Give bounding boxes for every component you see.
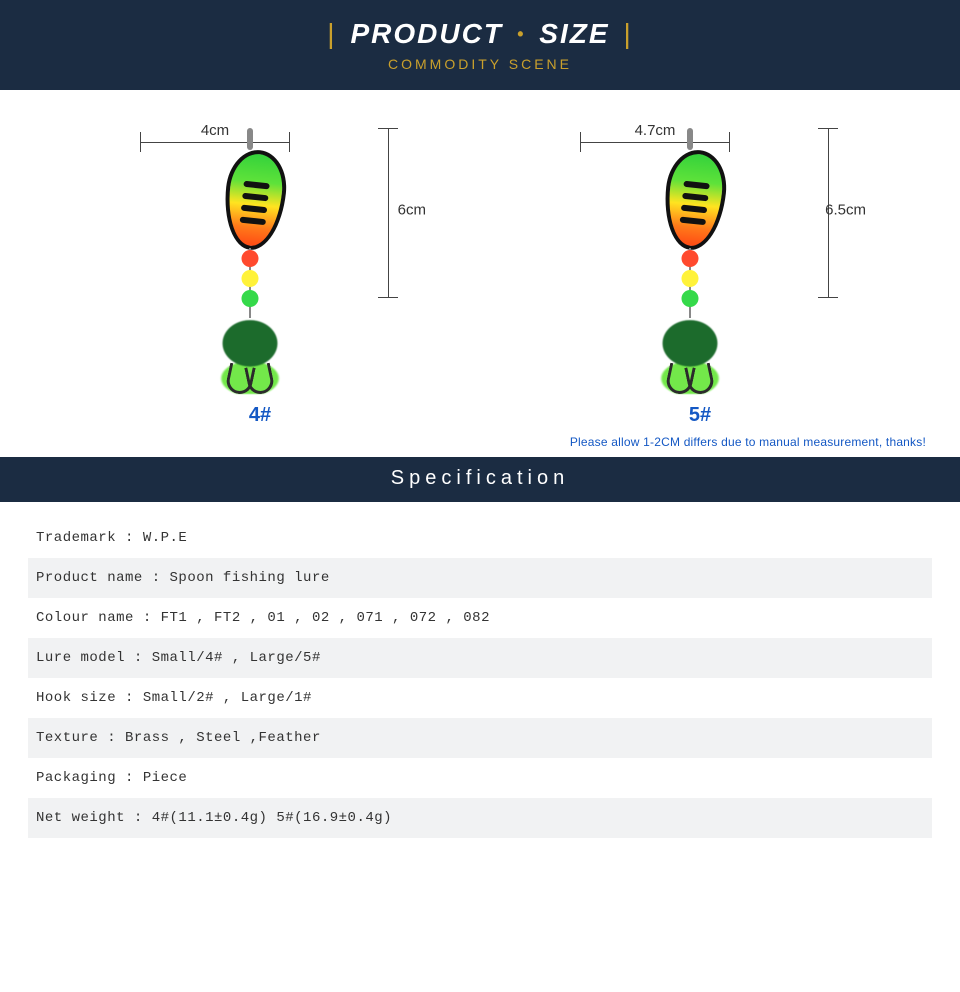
banner-title: | PRODUCT • SIZE |	[327, 18, 633, 50]
spec-list: Trademark : W.P.E Product name : Spoon f…	[0, 502, 960, 862]
spec-row: Net weight : 4#(11.1±0.4g) 5#(16.9±0.4g)	[28, 798, 932, 838]
height-dimension: 6cm	[374, 128, 398, 298]
title-bar-left: |	[327, 18, 336, 50]
figure-4: 4cm 6cm 4#	[100, 120, 420, 427]
spec-row: Hook size : Small/2# , Large/1#	[28, 678, 932, 718]
banner-subtitle: COMMODITY SCENE	[388, 56, 572, 72]
lure-illustration	[195, 128, 305, 393]
figure-5-stage: 4.7cm 6.5cm	[540, 120, 860, 400]
height-dimension: 6.5cm	[814, 128, 838, 298]
title-left: PRODUCT	[351, 18, 503, 50]
spec-row: Texture : Brass , Steel ,Feather	[28, 718, 932, 758]
spec-row: Packaging : Piece	[28, 758, 932, 798]
header-banner: | PRODUCT • SIZE | COMMODITY SCENE	[0, 0, 960, 90]
spec-row: Product name : Spoon fishing lure	[28, 558, 932, 598]
height-dim-label: 6cm	[398, 201, 426, 218]
spec-row: Colour name : FT1 , FT2 , 01 , 02 , 071 …	[28, 598, 932, 638]
figure-4-label: 4#	[100, 404, 420, 427]
figure-5: 4.7cm 6.5cm 5#	[540, 120, 860, 427]
title-right: SIZE	[539, 18, 609, 50]
height-dim-label: 6.5cm	[825, 201, 866, 218]
figure-5-label: 5#	[540, 404, 860, 427]
measurement-note: Please allow 1-2CM differs due to manual…	[0, 435, 960, 457]
lure-illustration	[635, 128, 745, 393]
spec-row: Lure model : Small/4# , Large/5#	[28, 638, 932, 678]
figure-4-stage: 4cm 6cm	[100, 120, 420, 400]
spec-row: Trademark : W.P.E	[28, 518, 932, 558]
figure-row: 4cm 6cm 4# 4.7cm 6	[0, 90, 960, 435]
spec-header: Specification	[0, 457, 960, 502]
title-dot: •	[517, 24, 525, 45]
title-bar-right: |	[624, 18, 633, 50]
